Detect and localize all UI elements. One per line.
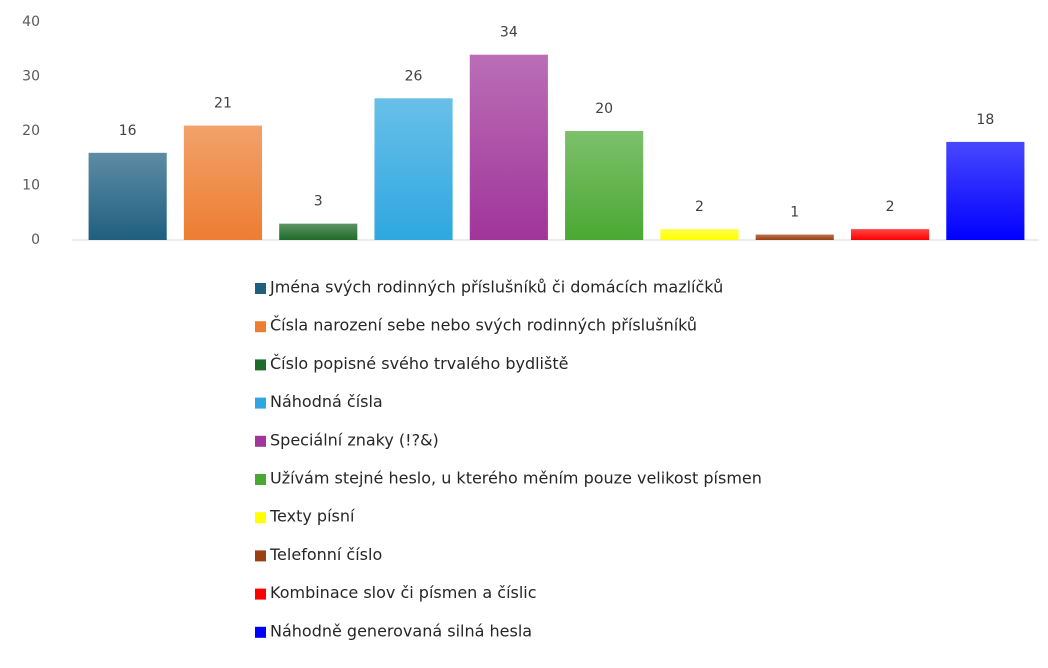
data-label: 1 <box>790 205 799 221</box>
bar <box>469 54 548 241</box>
data-label: 16 <box>119 123 137 139</box>
data-label: 2 <box>695 199 704 215</box>
data-label: 21 <box>214 96 232 112</box>
legend-swatch <box>255 283 266 294</box>
legend-swatch <box>255 474 266 485</box>
legend-label: Užívám stejné heslo, u kterého měním pou… <box>270 469 762 488</box>
y-tick-label: 40 <box>22 14 40 30</box>
legend-label: Speciální znaky (!?&) <box>270 430 439 449</box>
bar <box>374 98 453 240</box>
legend-label: Číslo popisné svého trvalého bydliště <box>270 354 568 373</box>
legend-label: Texty písní <box>269 507 355 526</box>
bar <box>850 229 930 240</box>
y-tick-label: 20 <box>22 123 40 139</box>
legend-swatch <box>255 626 266 638</box>
legend-swatch <box>255 550 266 562</box>
bar <box>946 141 1025 240</box>
legend-label: Čísla narození sebe nebo svých rodinných… <box>270 316 697 335</box>
legend-label: Kombinace slov či písmen a číslic <box>270 583 537 602</box>
data-label: 20 <box>595 101 613 117</box>
data-label: 34 <box>500 25 518 41</box>
data-label: 26 <box>405 68 423 84</box>
data-label: 18 <box>976 112 994 128</box>
legend-swatch <box>255 512 266 524</box>
y-tick-label: 0 <box>31 232 40 248</box>
data-label: 3 <box>314 194 323 210</box>
legend-swatch <box>255 321 266 333</box>
bar <box>279 223 358 240</box>
bar <box>88 152 167 240</box>
data-label: 2 <box>886 199 895 215</box>
legend-swatch <box>255 359 266 371</box>
legend-swatch <box>255 435 266 447</box>
legend-label: Telefonní číslo <box>269 545 382 564</box>
y-tick-label: 30 <box>22 69 40 85</box>
legend-swatch <box>255 588 266 600</box>
y-tick-label: 10 <box>22 178 40 194</box>
bar <box>755 234 834 240</box>
legend-label: Jména svých rodinných příslušníků či dom… <box>269 278 723 297</box>
legend-label: Náhodně generovaná silná hesla <box>270 621 532 640</box>
bar <box>660 229 739 240</box>
bar <box>565 131 644 240</box>
legend-label: Náhodná čísla <box>270 392 383 411</box>
legend-swatch <box>255 397 266 409</box>
bar <box>183 125 263 240</box>
